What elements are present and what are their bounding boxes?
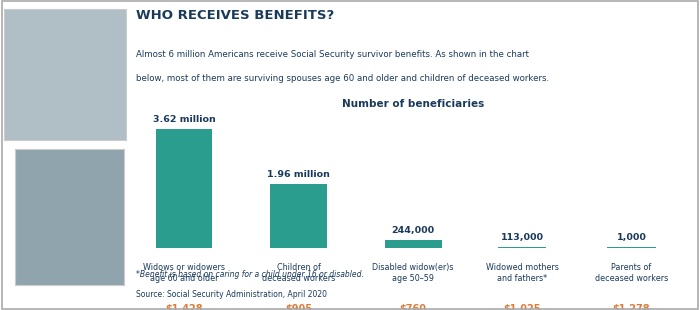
- Text: Widowed mothers
and fathers*: Widowed mothers and fathers*: [486, 263, 559, 283]
- Bar: [608, 247, 656, 248]
- Text: $905: $905: [285, 304, 312, 310]
- Text: Number of beneficiaries: Number of beneficiaries: [342, 99, 484, 109]
- Text: Almost 6 million Americans receive Social Security survivor benefits. As shown i: Almost 6 million Americans receive Socia…: [136, 50, 529, 59]
- Bar: [498, 247, 547, 248]
- Text: 113,000: 113,000: [500, 233, 544, 242]
- Text: 244,000: 244,000: [391, 226, 435, 235]
- Text: 3.62 million: 3.62 million: [153, 115, 216, 124]
- Text: WHO RECEIVES BENEFITS?: WHO RECEIVES BENEFITS?: [136, 9, 335, 22]
- Text: Disabled widow(er)s
age 50–59: Disabled widow(er)s age 50–59: [372, 263, 454, 283]
- Text: $760: $760: [400, 304, 427, 310]
- Text: $1,428: $1,428: [165, 304, 203, 310]
- Text: *Benefit is based on caring for a child under 16 or disabled.: *Benefit is based on caring for a child …: [136, 270, 365, 279]
- Text: $1,278: $1,278: [612, 304, 650, 310]
- Text: Source: Social Security Administration, April 2020: Source: Social Security Administration, …: [136, 290, 328, 299]
- Text: 1.96 million: 1.96 million: [267, 170, 330, 179]
- Text: Parents of
deceased workers: Parents of deceased workers: [595, 263, 668, 283]
- Text: Widows or widowers
age 60 and older: Widows or widowers age 60 and older: [143, 263, 225, 283]
- Text: 1,000: 1,000: [617, 233, 646, 242]
- Text: Children of
deceased workers: Children of deceased workers: [262, 263, 335, 283]
- Text: $1,025: $1,025: [503, 304, 541, 310]
- Text: below, most of them are surviving spouses age 60 and older and children of decea: below, most of them are surviving spouse…: [136, 74, 550, 83]
- Bar: [385, 240, 442, 248]
- Bar: [155, 129, 212, 248]
- Bar: [270, 184, 327, 248]
